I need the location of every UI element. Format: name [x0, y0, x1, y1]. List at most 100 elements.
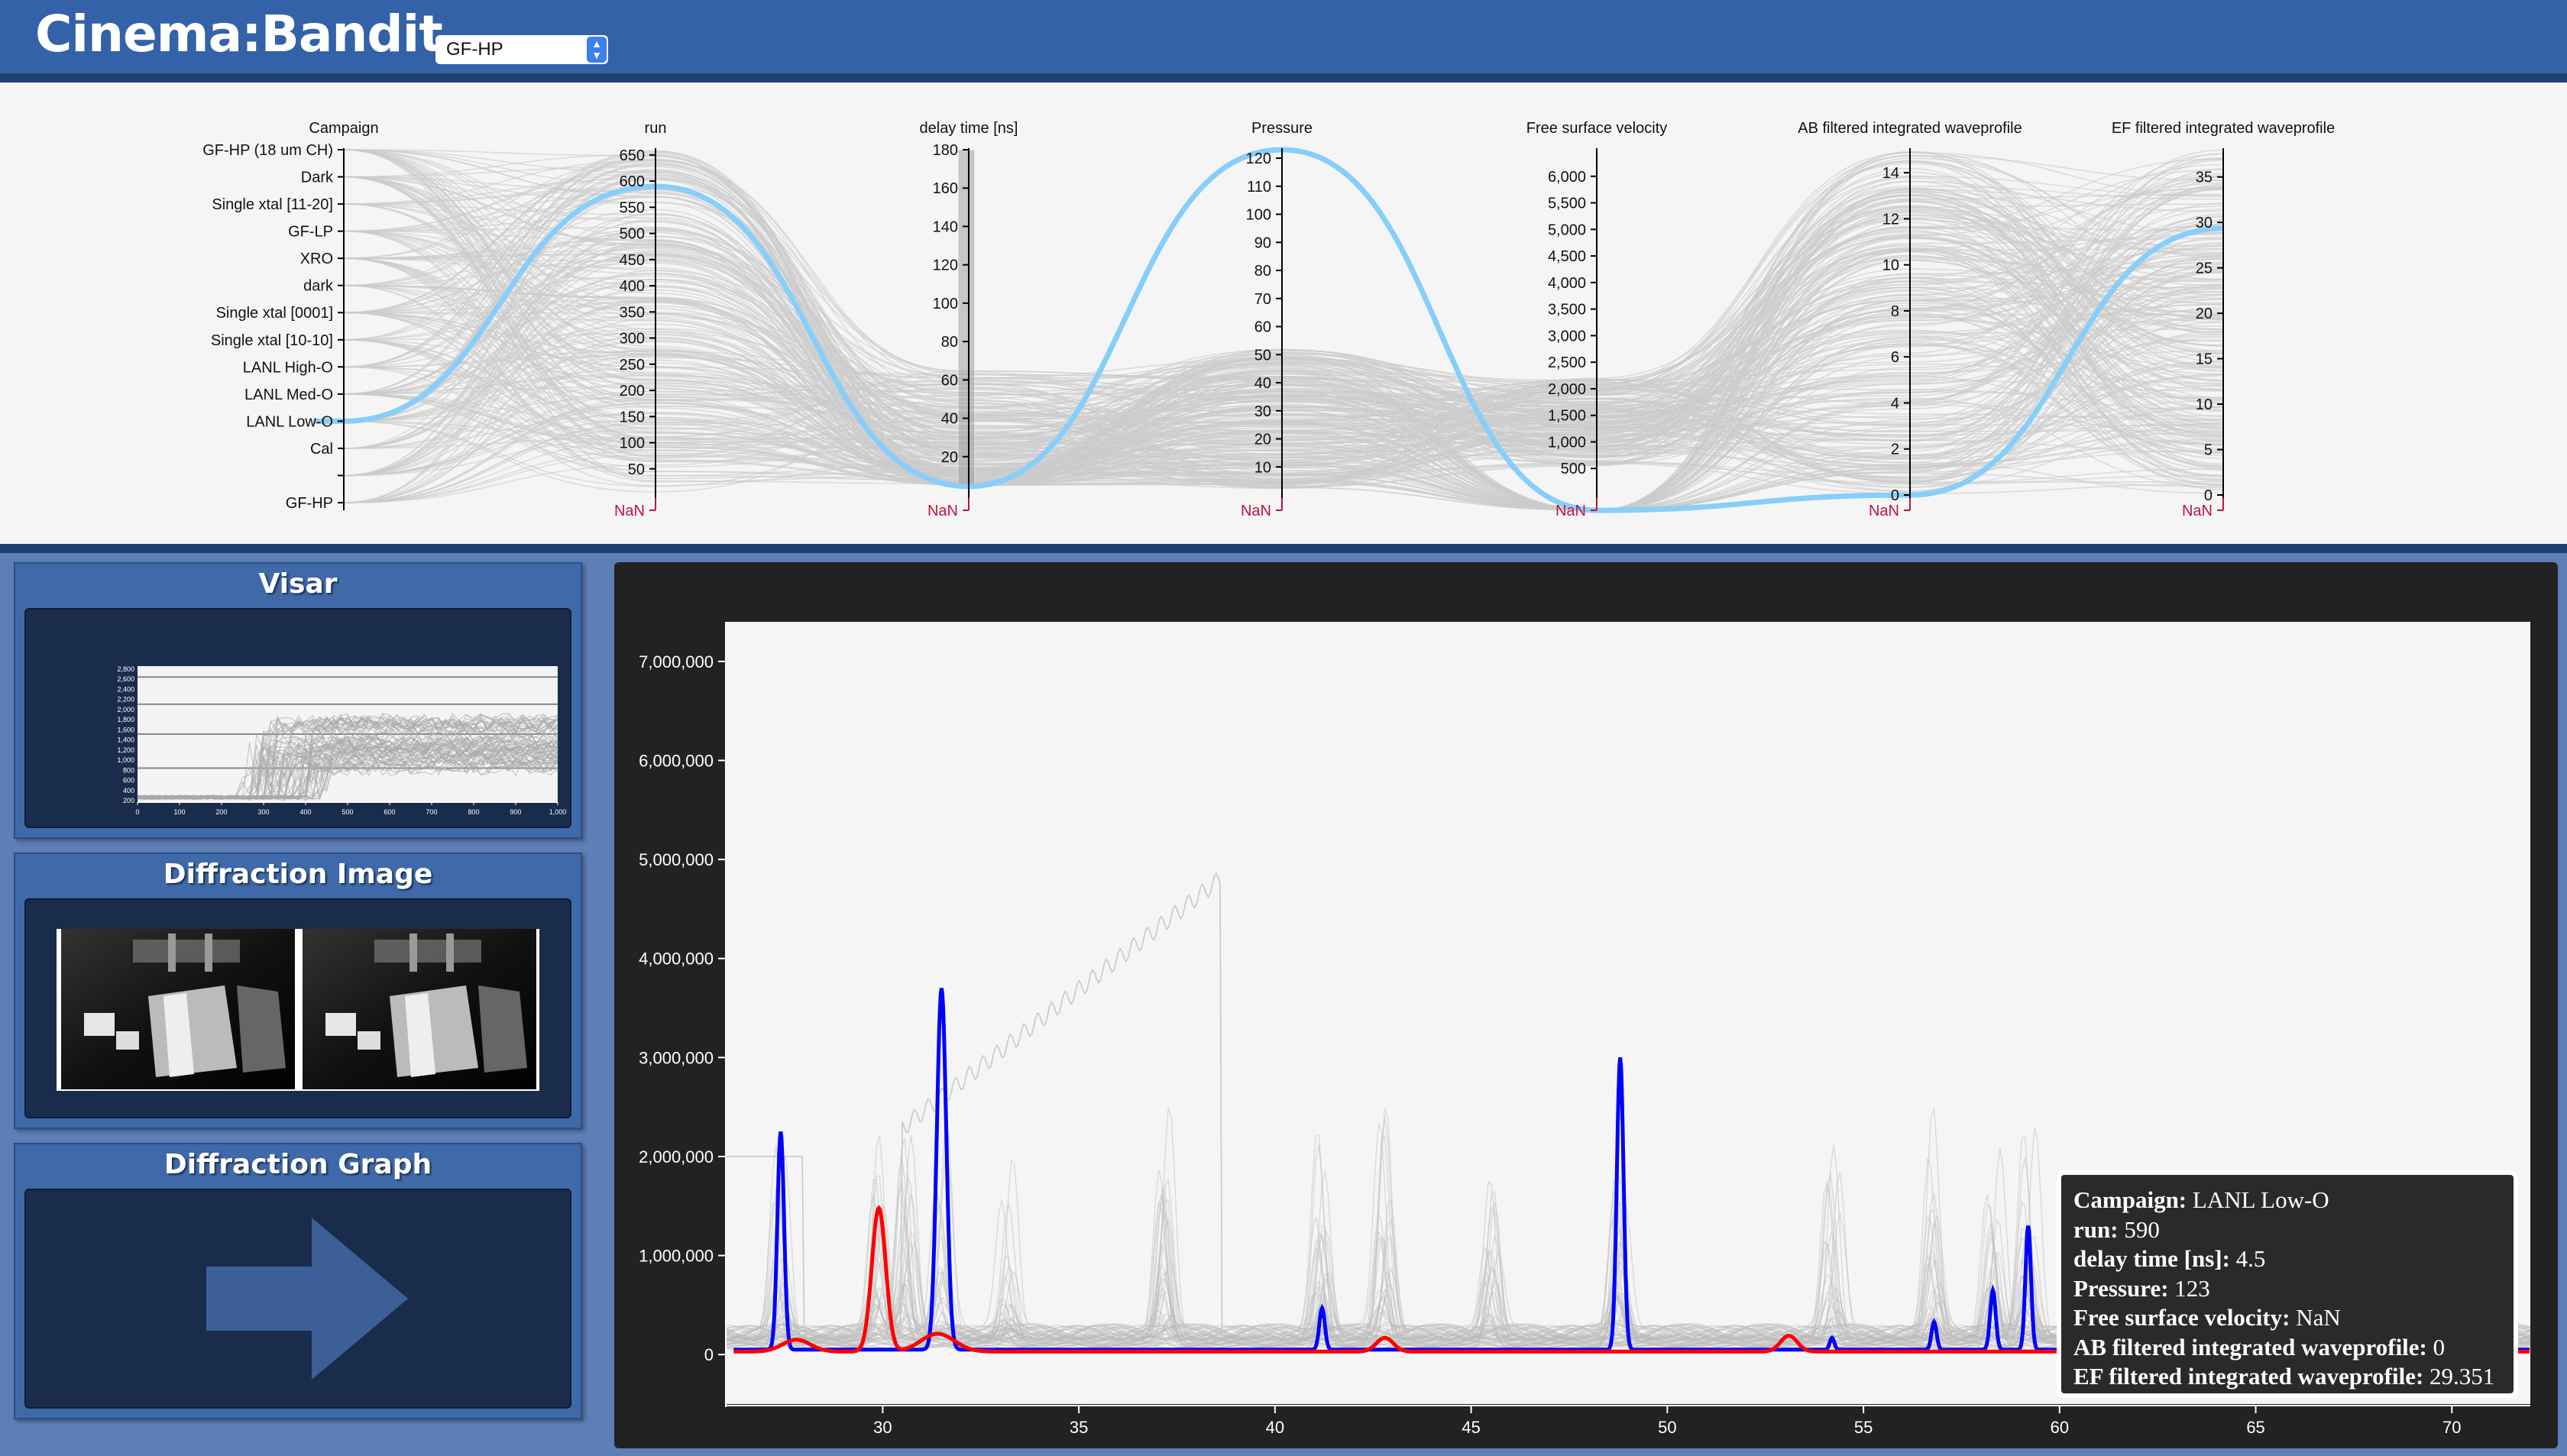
diffraction-graph-panel[interactable]: Diffraction Graph [14, 1143, 582, 1419]
tooltip-row: delay time [ns]: 4.5 [2073, 1244, 2514, 1274]
axis-tick-label: 2,000 [1548, 381, 1586, 398]
axis-0[interactable]: Campaign GF-HP (18 um CH) Dark Single xtal … [202, 120, 378, 512]
axis-tick-label: 10 [1882, 257, 1899, 274]
axis-tick-label: 90 [1254, 235, 1271, 251]
tooltip-label: Campaign: [2073, 1186, 2187, 1213]
polyline [343, 266, 2224, 477]
x-tick-label: 65 [2246, 1418, 2264, 1437]
axis-tick-label: LANL High-O [243, 359, 333, 376]
axis-tick-label: 80 [941, 334, 958, 351]
axis-tick-label: 20 [2196, 306, 2213, 322]
tooltip-row: Campaign: LANL Low-O [2073, 1186, 2514, 1215]
polyline [343, 163, 2224, 511]
tooltip-value: NaN [2290, 1304, 2341, 1331]
axis-tick-label: 650 [620, 147, 645, 164]
axis-tick-label: 100 [933, 296, 958, 312]
visar-y-tick: 1,000 [117, 756, 134, 764]
app-header: Cinema:Bandit GF-HP ▲ ▼ [0, 0, 2567, 83]
visar-x-tick: 0 [135, 808, 139, 816]
visar-trace [137, 753, 558, 800]
visar-x-tick: 300 [257, 808, 269, 816]
visar-y-tick: 2,800 [117, 665, 134, 673]
axis-label: AB filtered integrated waveprofile [1798, 120, 2022, 137]
axis-5[interactable]: AB filtered integrated waveprofile 14 12 10… [1798, 120, 2022, 519]
diffraction-frame-right [298, 929, 539, 1091]
visar-y-tick: 1,600 [117, 726, 134, 733]
axis-6[interactable]: EF filtered integrated waveprofile 35 30 25… [2112, 120, 2335, 519]
diffraction-graph-thumbnail[interactable] [24, 1189, 571, 1409]
visar-y-tick: 2,000 [117, 706, 134, 713]
axis-tick-label: 350 [620, 304, 645, 321]
axis-tick-label: 4,000 [1548, 275, 1586, 292]
axis-tick-label: 250 [620, 357, 645, 374]
diffraction-image-panel[interactable]: Diffraction Image [14, 853, 582, 1129]
visar-thumbnail[interactable]: 2,800 2,600 2,400 2,200 2,000 1,800 1,600 1,400… [24, 608, 571, 828]
app-title: Cinema:Bandit [35, 5, 443, 63]
polyline [343, 151, 2224, 480]
tooltip-row: EF filtered integrated waveprofile: 29.3… [2073, 1362, 2514, 1392]
tooltip-row: Free surface velocity: NaN [2073, 1303, 2514, 1333]
axis-tick-label: 2 [1891, 442, 1899, 458]
x-tick-label: 30 [873, 1418, 892, 1437]
axis-tick-label: Single xtal [10-10] [211, 332, 333, 349]
axis-4[interactable]: Free surface velocity 6,000 5,500 5,000 4,50… [1526, 120, 1668, 519]
visar-y-tick: 2,200 [117, 696, 134, 704]
x-tick-label: 50 [1658, 1418, 1676, 1437]
axis-tick-label: 450 [620, 252, 645, 269]
tooltip-label: Free surface velocity: [2073, 1304, 2290, 1331]
parallel-coordinates-svg[interactable]: Campaign GF-HP (18 um CH) Dark Single xtal … [0, 83, 2567, 544]
axis-tick-label: 20 [1254, 432, 1271, 448]
axis-tick-label: 80 [1254, 263, 1271, 280]
polyline [343, 149, 2224, 511]
polyline [343, 226, 2224, 480]
axis-label: delay time [ns] [920, 120, 1018, 137]
visar-y-tick: 200 [123, 797, 134, 804]
nan-label: NaN [1241, 503, 1271, 519]
nan-label: NaN [1555, 503, 1586, 519]
polyline [343, 188, 2224, 484]
selection-tooltip: Campaign: LANL Low-O run: 590 delay time [… [2057, 1170, 2518, 1398]
axis-brush[interactable] [957, 149, 976, 488]
visar-trace [137, 714, 558, 800]
axis-tick-label: 110 [1247, 179, 1271, 196]
axis-3[interactable]: Pressure 120 110 100 90 80 70 60 50 40 30 20 10 NaN [1241, 120, 1313, 519]
axis-tick-label: 3,000 [1548, 328, 1586, 345]
polyline [343, 176, 2224, 511]
axis-tick-label: XRO [300, 251, 333, 267]
y-tick-label: 5,000,000 [639, 850, 714, 869]
background-trace [726, 872, 1228, 1336]
tooltip-value: 4.5 [2229, 1245, 2266, 1272]
tooltip-label: run: [2073, 1215, 2119, 1243]
y-tick-label: 3,000,000 [639, 1048, 714, 1067]
y-tick-label: 6,000,000 [639, 751, 714, 770]
tooltip-value: 0 [2426, 1333, 2446, 1361]
tooltip-value: 29.351 [2423, 1363, 2495, 1390]
visar-x-tick: 700 [426, 808, 437, 816]
polyline [343, 149, 2224, 511]
axis-tick-label: 2,500 [1548, 354, 1586, 371]
tooltip-label: EF filtered integrated waveprofile: [2073, 1363, 2424, 1390]
diffraction-image-thumbnail[interactable] [24, 898, 571, 1118]
axis-tick-label: dark [303, 278, 334, 295]
x-tick-label: 35 [1070, 1418, 1088, 1437]
tooltip-row: AB filtered integrated waveprofile: 0 [2073, 1333, 2514, 1363]
tooltip-label: Pressure: [2073, 1274, 2169, 1302]
axis-tick-label: 150 [620, 409, 645, 425]
axis-tick-label: Cal [310, 441, 333, 458]
axis-tick-label: 1,500 [1548, 408, 1586, 425]
visar-trace [137, 730, 558, 800]
visar-panel[interactable]: Visar 2,800 2,600 2,400 2,200 2,000 1,800 1,60… [14, 562, 582, 839]
axis-tick-label: 300 [620, 331, 645, 348]
axis-tick-label: 15 [2196, 351, 2213, 368]
axis-tick-label: 14 [1882, 165, 1899, 182]
axis-tick-label: 120 [933, 257, 958, 274]
axis-tick-label: 0 [1891, 487, 1899, 504]
nan-label: NaN [614, 503, 645, 519]
dataset-select[interactable]: GF-HP ▲ ▼ [435, 35, 608, 64]
axis-tick-label: 5,500 [1548, 196, 1586, 212]
parallel-coordinates-chart[interactable]: Campaign GF-HP (18 um CH) Dark Single xtal … [0, 83, 2567, 544]
dataset-select-value: GF-HP [446, 39, 503, 60]
axis-2[interactable]: delay time [ns] 180 160 140 120 100 80 60 40 20 Na… [920, 120, 1018, 519]
axis-tick-label: 50 [628, 461, 645, 478]
